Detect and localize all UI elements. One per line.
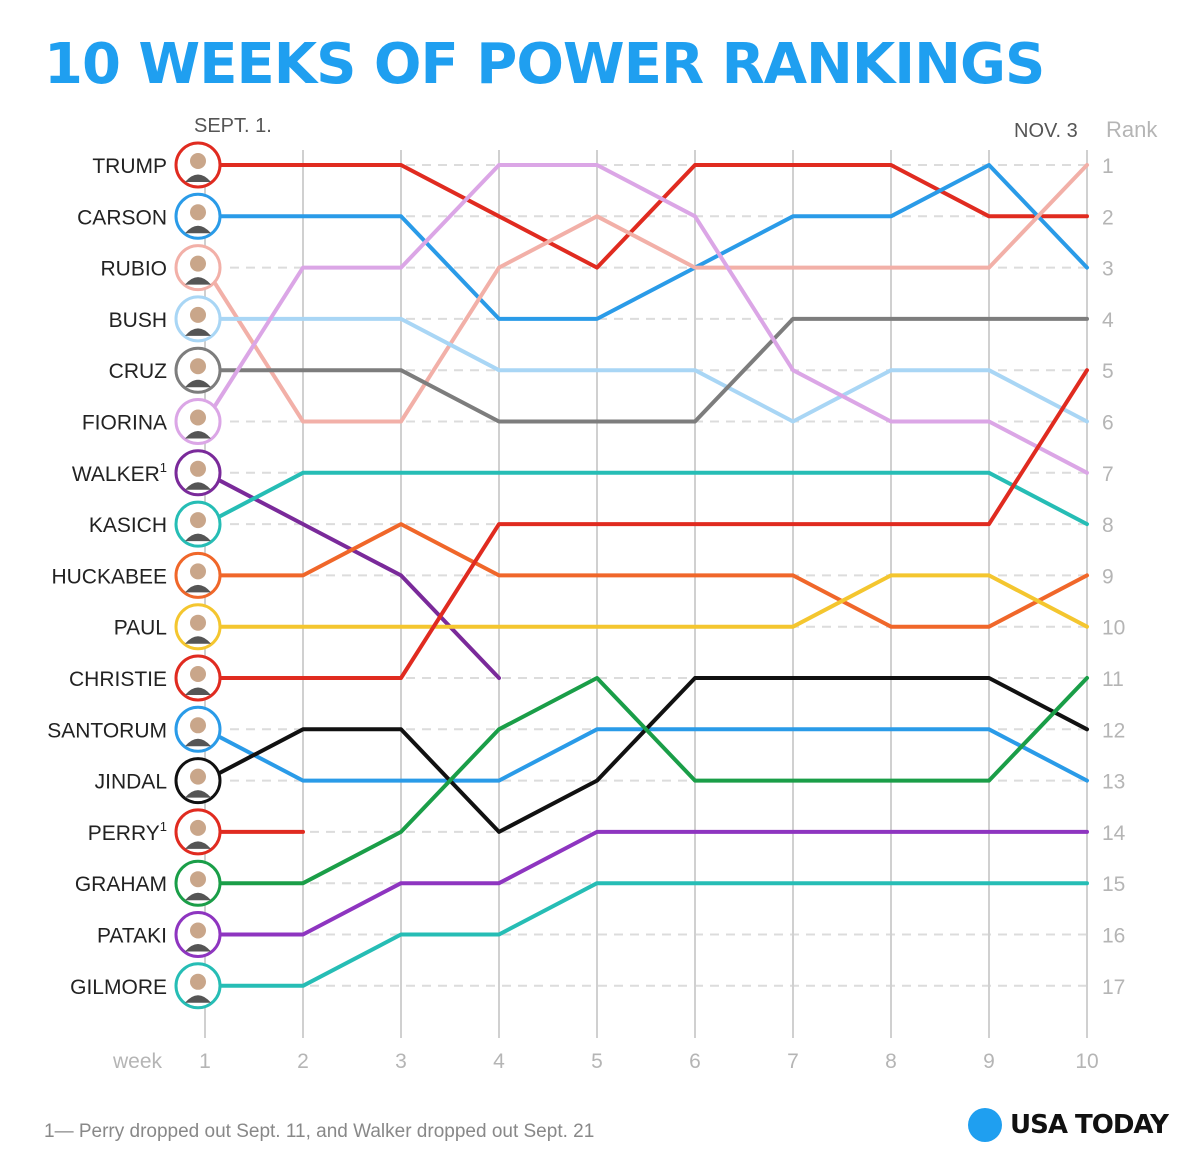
candidate-label-huckabee: HUCKABEE xyxy=(51,565,167,588)
week-tick-label: 9 xyxy=(983,1050,995,1073)
candidate-label-gilmore: GILMORE xyxy=(70,976,167,999)
week-tick-label: 1 xyxy=(199,1050,211,1073)
rank-tick-label: 9 xyxy=(1102,565,1114,588)
candidate-label-graham: GRAHAM xyxy=(75,873,167,896)
candidate-label-rubio: RUBIO xyxy=(100,258,167,281)
avatar-santorum xyxy=(174,705,222,753)
chart-title: 10 WEEKS OF POWER RANKINGS xyxy=(44,32,1045,97)
rank-tick-label: 12 xyxy=(1102,719,1125,742)
candidate-label-jindal: JINDAL xyxy=(95,771,167,794)
rank-tick-label: 13 xyxy=(1102,771,1125,794)
rank-tick-label: 1 xyxy=(1102,155,1114,178)
avatar-trump xyxy=(174,141,222,189)
rank-tick-label: 2 xyxy=(1102,206,1114,229)
series-line-carson xyxy=(203,163,1089,321)
candidate-label-cruz: CRUZ xyxy=(109,360,167,383)
series-line-kasich xyxy=(203,470,1089,527)
brand-logo: USA TODAY xyxy=(968,1108,1169,1142)
candidate-label-fiorina: FIORINA xyxy=(82,412,167,435)
week-tick-label: 8 xyxy=(885,1050,897,1073)
candidate-label-trump: TRUMP xyxy=(92,155,167,178)
rank-tick-label: 15 xyxy=(1102,873,1125,896)
candidate-label-carson: CARSON xyxy=(77,206,167,229)
candidate-label-bush: BUSH xyxy=(109,309,167,332)
series-line-huckabee xyxy=(203,522,1089,629)
candidate-labels: TRUMP CARSON RUBIO BUSH CRUZ FIORINA WALKER1 KA… xyxy=(47,155,167,999)
rank-tick-label: 17 xyxy=(1102,976,1125,999)
series-line-gilmore xyxy=(203,881,1089,988)
series-line-paul xyxy=(203,573,1089,629)
series-line-rubio xyxy=(203,163,1089,424)
avatar-jindal xyxy=(174,757,222,805)
rank-tick-label: 8 xyxy=(1102,514,1114,537)
avatar-paul xyxy=(174,603,222,651)
start-date-label: SEPT. 1. xyxy=(194,115,272,137)
rank-tick-label: 3 xyxy=(1102,258,1114,281)
avatar-graham xyxy=(174,859,222,907)
usa-today-dot-icon xyxy=(968,1108,1002,1142)
rank-tick-label: 14 xyxy=(1102,822,1126,845)
week-axis-title: week xyxy=(112,1050,163,1073)
candidate-label-pataki: PATAKI xyxy=(97,925,167,948)
candidate-label-paul: PAUL xyxy=(114,617,167,640)
series-line-fiorina xyxy=(203,163,1089,475)
avatar-fiorina xyxy=(174,398,222,445)
rank-axis-title: Rank xyxy=(1106,117,1158,142)
avatar-walker xyxy=(174,449,222,497)
rank-tick-label: 5 xyxy=(1102,360,1114,383)
avatar-christie xyxy=(174,654,222,702)
avatar-perry xyxy=(174,808,222,856)
avatar-gilmore xyxy=(174,962,222,1010)
avatar-rubio xyxy=(174,244,222,292)
week-axis: week 1 2 3 4 5 6 7 8 9 10 xyxy=(112,1050,1099,1073)
chart-grid xyxy=(204,150,1088,1038)
week-tick-label: 5 xyxy=(591,1050,603,1073)
rank-tick-label: 7 xyxy=(1102,463,1114,486)
avatar-kasich xyxy=(174,500,222,548)
candidate-label-kasich: KASICH xyxy=(89,514,167,537)
rank-tick-label: 4 xyxy=(1102,309,1114,332)
week-tick-label: 2 xyxy=(297,1050,309,1073)
rank-tick-label: 10 xyxy=(1102,617,1125,640)
avatar-huckabee xyxy=(174,551,222,599)
candidate-label-christie: CHRISTIE xyxy=(69,668,167,691)
end-date-label: NOV. 3 xyxy=(1014,120,1078,142)
week-tick-label: 7 xyxy=(787,1050,799,1073)
rank-tick-label: 6 xyxy=(1102,412,1114,435)
brand-name: USA TODAY xyxy=(1010,1110,1169,1140)
week-tick-label: 6 xyxy=(689,1050,701,1073)
rank-tick-label: 11 xyxy=(1102,668,1124,691)
avatar-bush xyxy=(174,295,222,343)
avatar-pataki xyxy=(174,911,222,958)
rank-tick-label: 16 xyxy=(1102,925,1125,948)
avatar-cruz xyxy=(174,346,222,394)
candidate-avatars xyxy=(174,141,222,1010)
rankings-chart: TRUMP CARSON RUBIO BUSH CRUZ FIORINA WALKER1 KA… xyxy=(47,141,1126,1073)
chart-series-lines xyxy=(203,163,1089,988)
candidate-label-perry: PERRY1 xyxy=(88,819,167,845)
footnote: 1— Perry dropped out Sept. 11, and Walke… xyxy=(44,1121,595,1142)
series-line-cruz xyxy=(203,316,1089,424)
series-line-pataki xyxy=(203,829,1089,937)
series-line-bush xyxy=(203,316,1089,424)
week-tick-label: 10 xyxy=(1075,1050,1098,1073)
week-tick-label: 3 xyxy=(395,1050,407,1073)
series-line-santorum xyxy=(203,727,1089,783)
candidate-label-walker: WALKER1 xyxy=(72,460,167,486)
candidate-label-santorum: SANTORUM xyxy=(47,719,167,742)
week-tick-label: 4 xyxy=(493,1050,505,1073)
series-line-graham xyxy=(203,676,1089,886)
series-line-christie xyxy=(203,368,1089,680)
avatar-carson xyxy=(174,192,222,240)
series-line-jindal xyxy=(203,676,1089,834)
